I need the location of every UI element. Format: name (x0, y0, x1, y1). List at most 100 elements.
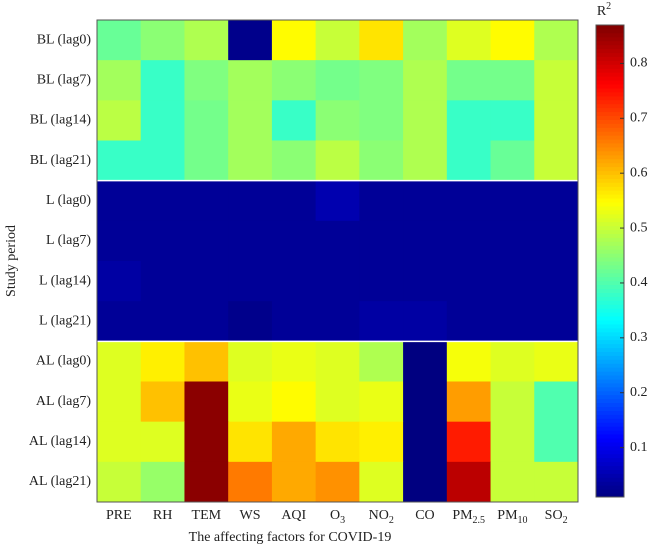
y-tick-label: L (lag0) (46, 193, 91, 208)
colorbar-segment (596, 36, 624, 42)
colorbar-segment (596, 202, 624, 207)
colorbar-segment (596, 272, 624, 278)
heatmap-cell (446, 301, 492, 342)
heatmap-cell (315, 461, 360, 503)
colorbar-segment (596, 52, 624, 57)
x-axis-label: The affecting factors for COVID-19 (189, 530, 392, 545)
x-tick-label: NO2 (369, 508, 394, 526)
colorbar-segment (596, 194, 624, 199)
colorbar-segment (596, 457, 624, 463)
heatmap-cell (315, 421, 360, 463)
colorbar-segment (596, 300, 624, 305)
heatmap-cell (140, 341, 185, 382)
heatmap-cell (271, 461, 317, 503)
colorbar-frame (595, 24, 625, 498)
heatmap-cell (534, 60, 579, 101)
heatmap-cell (490, 301, 535, 342)
heatmap-cell (271, 341, 317, 382)
colorbar-segment (596, 453, 624, 459)
colorbar-segment (596, 143, 624, 148)
heatmap-cell (228, 140, 273, 182)
heatmap-cell (140, 421, 185, 463)
colorbar-tick-label: 0.8 (630, 56, 648, 71)
heatmap-cell (403, 140, 448, 182)
colorbar-segment (596, 178, 624, 183)
heatmap-cell (534, 140, 579, 182)
heatmap-cell (490, 261, 535, 302)
colorbar-segment (596, 473, 624, 478)
heatmap-cell (359, 140, 404, 182)
heatmap-cell (446, 180, 492, 222)
x-tick-text: CO (415, 508, 434, 523)
heatmap-cell (228, 60, 273, 101)
x-tick-label: TEM (192, 508, 222, 523)
colorbar-segment (596, 292, 624, 297)
heatmap-cell (140, 220, 185, 262)
colorbar-segment (596, 205, 624, 211)
heatmap-cell (359, 341, 404, 382)
heatmap-cell (446, 220, 492, 262)
heatmap-cell (184, 261, 229, 302)
heatmap-cell (490, 421, 535, 463)
heatmap-cell (140, 461, 185, 503)
colorbar-segment (596, 489, 624, 494)
colorbar-segment (596, 127, 624, 132)
heatmap-cell (228, 220, 273, 262)
heatmap-cell (315, 60, 360, 101)
colorbar-segment (596, 162, 624, 168)
x-tick-text: TEM (192, 508, 222, 523)
colorbar-segment (596, 80, 624, 85)
heatmap-cell (97, 20, 142, 61)
colorbar-segment (596, 245, 624, 250)
heatmap-cell (359, 220, 404, 262)
colorbar-segment (596, 182, 624, 187)
x-tick-label: WS (240, 508, 261, 523)
heatmap-cell (315, 301, 360, 342)
colorbar-segment (596, 461, 624, 467)
heatmap-cell (228, 301, 273, 342)
heatmap-cell (490, 60, 535, 101)
heatmap-cell (228, 261, 273, 302)
colorbar-segment (596, 441, 624, 447)
heatmap-cell (403, 180, 448, 222)
y-tick-label: AL (lag0) (36, 354, 91, 369)
y-tick-label: BL (lag21) (30, 153, 92, 168)
colorbar-segment (596, 229, 624, 234)
colorbar-segment (596, 95, 624, 101)
heatmap-cell (271, 140, 317, 182)
heatmap-cell (271, 301, 317, 342)
colorbar-segment (596, 363, 624, 368)
heatmap-cell (140, 381, 185, 423)
colorbar-segment (596, 213, 624, 219)
colorbar-segment (596, 237, 624, 242)
colorbar-segment (596, 284, 624, 290)
heatmap-cell (97, 301, 142, 342)
heatmap-cell (315, 381, 360, 423)
heatmap-cell (490, 381, 535, 423)
colorbar-segment (596, 48, 624, 54)
colorbar-segment (596, 339, 624, 345)
heatmap-cell (228, 180, 273, 222)
x-tick-label: PM10 (497, 508, 527, 526)
x-tick-label: PM2.5 (452, 508, 485, 526)
colorbar-segment (596, 40, 624, 46)
heatmap-cell (97, 100, 142, 141)
colorbar-segment (596, 150, 624, 156)
heatmap-cell (97, 461, 142, 503)
colorbar-segment (596, 375, 624, 380)
colorbar-segment (596, 99, 624, 105)
heatmap-cell (228, 20, 273, 61)
heatmap-cell (359, 20, 404, 61)
colorbar-segment (596, 87, 624, 93)
colorbar-segment (596, 170, 624, 175)
heatmap-cell (446, 421, 492, 463)
heatmap-cell (140, 261, 185, 302)
heatmap-cell (315, 220, 360, 262)
colorbar-segment (596, 111, 624, 116)
colorbar-segment (596, 276, 624, 282)
colorbar-tick-label: 0.1 (630, 440, 648, 455)
heatmap-cell (271, 60, 317, 101)
colorbar-segment (596, 225, 624, 231)
heatmap-cell (359, 261, 404, 302)
x-tick-text: SO (545, 508, 563, 523)
